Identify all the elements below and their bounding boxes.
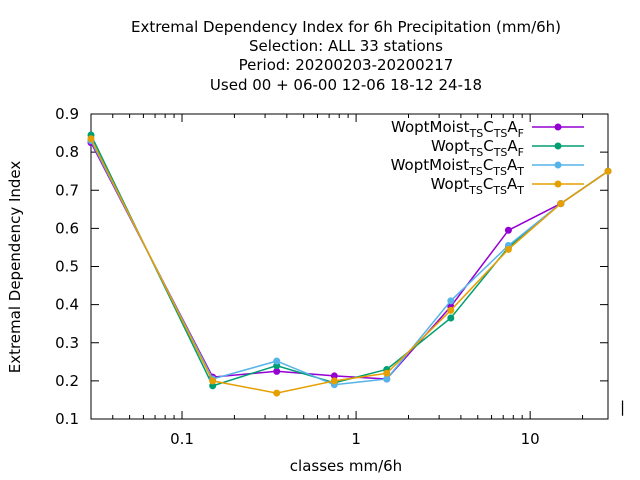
series-1 — [87, 139, 612, 383]
data-point — [447, 314, 455, 322]
x-tick-label: 1 — [351, 430, 361, 448]
title-line: Selection: ALL 33 stations — [249, 37, 443, 55]
data-point — [447, 297, 455, 305]
data-point — [383, 375, 391, 383]
y-tick-label: 0.3 — [55, 334, 79, 352]
legend-marker — [554, 142, 562, 150]
data-point — [330, 372, 338, 380]
data-point — [273, 389, 281, 397]
data-point — [209, 377, 217, 385]
series-line — [90, 138, 609, 394]
y-tick-label: 0.6 — [55, 219, 79, 237]
series-4 — [87, 135, 612, 397]
x-axis-label: classes mm/6h — [290, 457, 402, 475]
axis-ticks: 0.1 0.2 0.3 0.4 0.5 0.6 0.7 0.8 0.9 0.1 1 10 — [55, 105, 608, 448]
legend-marker — [554, 123, 562, 131]
plot-area-frame — [90, 113, 609, 420]
data-point — [383, 369, 391, 377]
y-tick-label: 0.1 — [55, 410, 79, 428]
x-tick-label: 0.1 — [170, 430, 194, 448]
y-tick-label: 0.2 — [55, 372, 79, 390]
legend-marker — [554, 180, 562, 188]
series-line — [90, 142, 609, 380]
data-point — [447, 306, 455, 314]
data-point — [604, 167, 612, 175]
title-line: Used 00 + 06-00 12-06 18-12 24-18 — [210, 76, 482, 94]
chart-title: Extremal Dependency Index for 6h Precipi… — [131, 18, 561, 94]
series-3 — [87, 137, 612, 389]
legend-label: WoptTSCTSAF — [431, 137, 524, 159]
legend-marker — [554, 161, 562, 169]
data-point — [330, 377, 338, 385]
title-line: Extremal Dependency Index for 6h Precipi… — [131, 18, 561, 36]
data-point — [209, 382, 217, 390]
legend: WoptMoistTSCTSAFWoptTSCTSAFWoptMoistTSCT… — [391, 118, 584, 197]
series-line — [90, 140, 609, 386]
y-axis-label: Extremal Dependency Index — [6, 161, 24, 374]
data-point — [557, 200, 565, 208]
title-line: Period: 20200203-20200217 — [239, 56, 454, 74]
series-group — [87, 131, 612, 397]
series-2 — [87, 131, 612, 390]
legend-label: WoptMoistTSCTSAT — [391, 156, 525, 178]
legend-label: WoptTSCTSAT — [431, 175, 525, 197]
data-point — [504, 226, 512, 234]
legend-label: WoptMoistTSCTSAF — [391, 118, 524, 140]
data-point — [504, 245, 512, 253]
y-tick-label: 0.8 — [55, 143, 79, 161]
y-tick-label: 0.7 — [55, 181, 79, 199]
y-tick-label: 0.9 — [55, 105, 79, 123]
stray-tick-mark: | — [620, 398, 625, 416]
data-point — [273, 357, 281, 365]
data-point — [273, 367, 281, 375]
x-tick-label: 10 — [521, 430, 540, 448]
series-line — [90, 134, 609, 387]
data-point — [87, 135, 95, 143]
y-tick-label: 0.5 — [55, 258, 79, 276]
y-tick-label: 0.4 — [55, 296, 79, 314]
